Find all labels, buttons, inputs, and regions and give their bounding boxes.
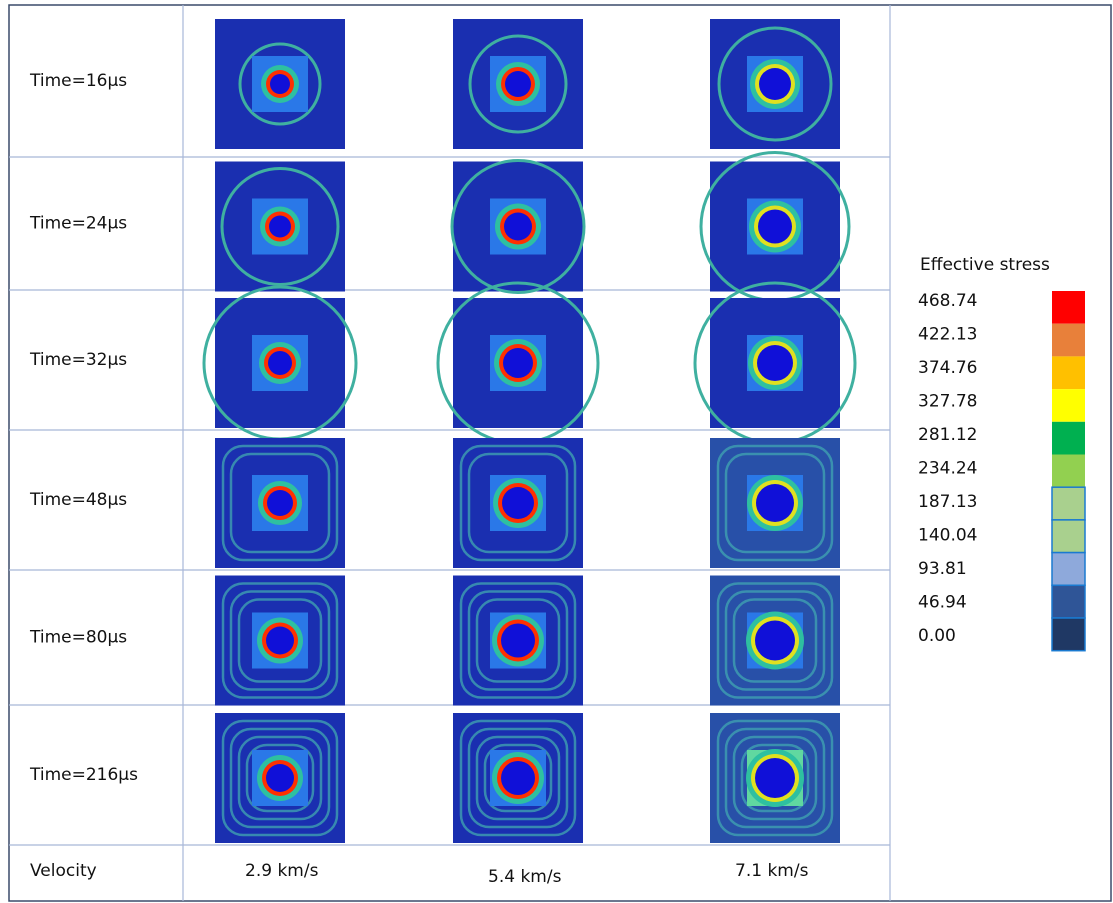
velocity-value: 5.4 km/s xyxy=(488,867,562,887)
crater xyxy=(266,764,294,792)
crater xyxy=(758,210,792,244)
crater xyxy=(756,484,794,522)
simulation-image xyxy=(215,438,345,568)
legend-swatch xyxy=(1052,487,1085,520)
simulation-image xyxy=(453,19,583,149)
legend-swatch xyxy=(1052,585,1085,618)
legend-value: 468.74 xyxy=(918,291,977,311)
crater xyxy=(266,627,294,655)
simulation-image xyxy=(710,576,840,706)
crater xyxy=(502,487,534,519)
time-label: Time=48µs xyxy=(29,490,127,510)
crater xyxy=(504,213,532,241)
legend-swatch xyxy=(1052,618,1085,651)
simulation-image xyxy=(710,19,840,149)
legend-swatch xyxy=(1052,291,1085,324)
simulation-image xyxy=(701,153,849,301)
simulation-image xyxy=(453,438,583,568)
legend-value: 0.00 xyxy=(918,626,956,646)
crater xyxy=(269,216,291,238)
simulation-image xyxy=(710,713,840,843)
velocity-label: Velocity xyxy=(30,861,97,881)
time-label: Time=16µs xyxy=(29,71,127,91)
simulation-image xyxy=(215,162,345,292)
legend-swatch xyxy=(1052,324,1085,357)
simulation-image xyxy=(215,713,345,843)
crater xyxy=(267,490,293,516)
legend-value: 422.13 xyxy=(918,325,977,345)
legend-swatch xyxy=(1052,520,1085,553)
time-label: Time=216µs xyxy=(29,765,138,785)
simulation-image xyxy=(453,713,583,843)
legend-value: 46.94 xyxy=(918,593,967,613)
crater xyxy=(759,68,791,100)
crater xyxy=(501,761,535,795)
simulation-image xyxy=(710,438,840,568)
crater xyxy=(503,348,533,378)
figure: Effective stress Time=16µs Time=24µs Time=… xyxy=(0,0,1113,903)
simulation-image xyxy=(452,161,584,293)
legend-swatch xyxy=(1052,422,1085,455)
crater xyxy=(270,74,290,94)
time-label: Time=80µs xyxy=(29,628,127,648)
legend-swatch xyxy=(1052,553,1085,586)
velocity-value: 2.9 km/s xyxy=(245,861,319,881)
simulation-image xyxy=(453,576,583,706)
crater xyxy=(505,71,531,97)
legend-value: 93.81 xyxy=(918,559,967,579)
legend-value: 234.24 xyxy=(918,459,977,479)
time-label: Time=32µs xyxy=(29,350,127,370)
legend-value: 327.78 xyxy=(918,392,977,412)
simulation-image xyxy=(215,576,345,706)
simulation-image xyxy=(438,283,598,443)
legend-swatch xyxy=(1052,389,1085,422)
legend-value: 187.13 xyxy=(918,492,977,512)
crater xyxy=(268,351,292,375)
crater xyxy=(755,758,795,798)
legend-value: 140.04 xyxy=(918,526,977,546)
legend-value: 374.76 xyxy=(918,358,977,378)
crater xyxy=(757,345,793,381)
simulation-image xyxy=(215,19,345,149)
crater xyxy=(755,621,795,661)
legend-title: Effective stress xyxy=(920,255,1050,275)
legend-swatch xyxy=(1052,356,1085,389)
legend-value: 281.12 xyxy=(918,425,977,445)
simulation-image xyxy=(204,287,356,439)
legend-swatch xyxy=(1052,455,1085,488)
time-label: Time=24µs xyxy=(29,214,127,234)
velocity-value: 7.1 km/s xyxy=(735,861,809,881)
crater xyxy=(501,624,535,658)
simulation-image xyxy=(695,283,855,443)
